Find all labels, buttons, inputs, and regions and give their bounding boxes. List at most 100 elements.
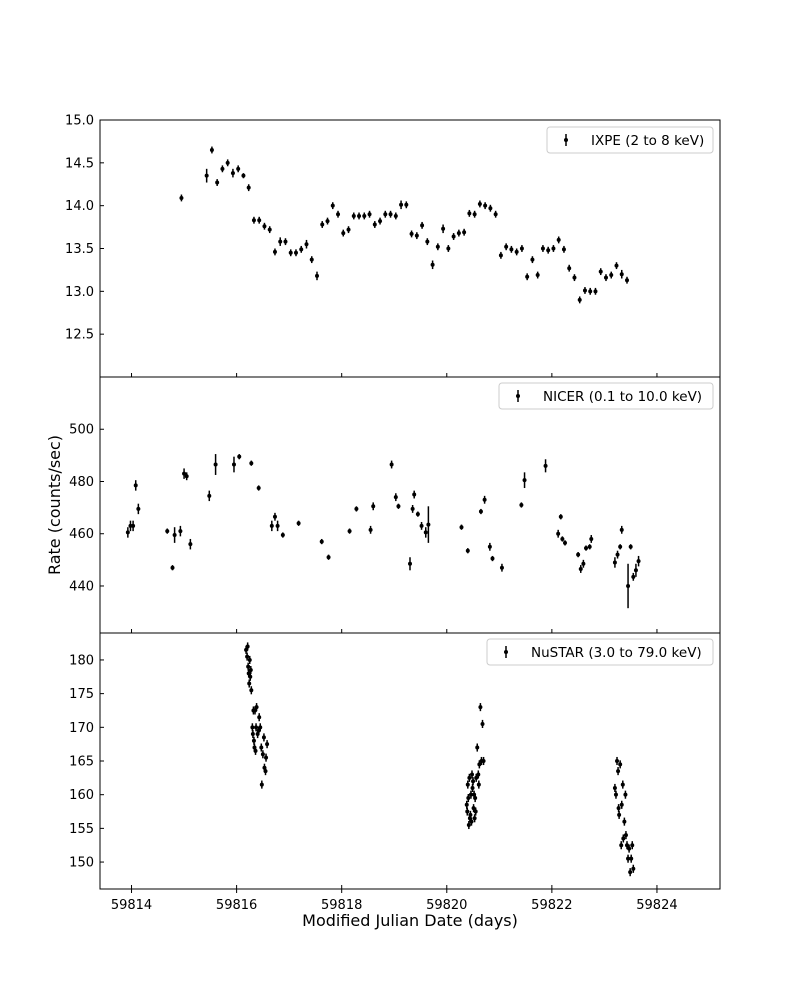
nicer-data-point (184, 474, 189, 479)
ixpe-data-point (215, 180, 220, 185)
ixpe-data-point (514, 249, 519, 254)
ixpe-data-point (498, 253, 503, 258)
nicer-data-point (628, 544, 633, 549)
nustar-data-point (254, 725, 259, 730)
nicer-data-point (543, 463, 548, 468)
y-axis-title: Rate (counts/sec) (45, 435, 64, 575)
nustar-data-point (617, 812, 622, 817)
nustar-data-point (247, 657, 252, 662)
nustar-data-point (259, 782, 264, 787)
nustar-data-point (250, 732, 255, 737)
nustar-data-point (471, 806, 476, 811)
ixpe-data-point (546, 248, 551, 253)
nustar-data-point (247, 681, 252, 686)
nustar-data-point (612, 785, 617, 790)
nicer-data-point (487, 544, 492, 549)
nicer-data-point (207, 493, 212, 498)
ixpe-data-point (399, 202, 404, 207)
ixpe-data-point (325, 219, 330, 224)
nicer-data-point (412, 492, 417, 497)
ixpe-legend-label: IXPE (2 to 8 keV) (591, 133, 704, 149)
ixpe-data-point (493, 212, 498, 217)
nicer-data-point (465, 548, 470, 553)
nustar-data-point (464, 802, 469, 807)
nustar-data-point (627, 846, 632, 851)
ixpe-data-point (257, 218, 262, 223)
nustar-data-point (616, 769, 621, 774)
nustar-data-point (477, 762, 482, 767)
ixpe-frame (99, 119, 721, 378)
nustar-legend-label: NuSTAR (3.0 to 79.0 keV) (531, 645, 702, 661)
nustar-data-point (470, 785, 475, 790)
ixpe-data-point (283, 239, 288, 244)
ixpe-data-point (567, 266, 572, 271)
ixpe-data-point (577, 297, 582, 302)
ixpe-data-point (246, 185, 251, 190)
nustar-frame (99, 632, 721, 890)
ixpe-data-point (598, 269, 603, 274)
nicer-data-point (615, 552, 620, 557)
nicer-data-point (423, 530, 428, 535)
nicer-data-point (396, 504, 401, 509)
ixpe-data-point (425, 239, 430, 244)
nustar-data-point (250, 725, 255, 730)
ixpe-data-point (588, 289, 593, 294)
nustar-data-point (249, 688, 254, 693)
nustar-data-point (631, 866, 636, 871)
ixpe-data-point (603, 275, 608, 280)
ixpe-data-point (393, 213, 398, 218)
nustar-data-point (257, 715, 262, 720)
x-tick-label: 59816 (216, 898, 257, 913)
nustar-data-point (263, 769, 268, 774)
nicer-data-point (578, 567, 583, 571)
nustar-data-point (481, 759, 486, 763)
ixpe-data-point (346, 227, 351, 232)
ixpe-y-tick-label: 15.0 (65, 114, 94, 129)
ixpe-data-point (540, 246, 545, 251)
nicer-data-point (560, 536, 565, 541)
ixpe-data-point (551, 246, 556, 251)
nustar-y-tick-label: 175 (69, 687, 94, 702)
nustar-data-point (246, 664, 251, 669)
ixpe-data-point (388, 212, 393, 217)
nustar-data-point (467, 775, 472, 780)
ixpe-data-point (272, 249, 277, 254)
x-tick-label: 59818 (321, 898, 362, 913)
nustar-data-point (615, 759, 620, 763)
nustar-data-point (472, 816, 477, 821)
ixpe-data-point (267, 227, 272, 232)
nicer-data-point (280, 533, 285, 538)
nicer-data-point (347, 529, 352, 534)
nustar-data-point (258, 725, 263, 730)
ixpe-data-point (362, 213, 367, 218)
nicer-data-point (415, 512, 420, 517)
nicer-data-point (125, 530, 130, 535)
nustar-data-point (626, 856, 631, 861)
nicer-data-point (478, 509, 483, 514)
ixpe-data-point (351, 213, 356, 218)
ixpe-data-point (582, 288, 587, 293)
ixpe-data-point (357, 213, 362, 218)
ixpe-data-point (320, 222, 325, 227)
nustar-data-point (476, 782, 481, 787)
nustar-y-tick-label: 180 (69, 653, 94, 668)
ixpe-data-point (251, 218, 256, 223)
ixpe-y-tick-label: 12.5 (65, 328, 94, 343)
ixpe-data-point (179, 195, 184, 200)
ixpe-data-point (367, 212, 372, 217)
nustar-data-point (480, 721, 485, 726)
nicer-data-point (584, 546, 589, 551)
nustar-data-point (469, 819, 474, 824)
nustar-y-tick-label: 150 (69, 856, 94, 871)
nustar-data-point (264, 755, 269, 760)
nicer-legend-label: NICER (0.1 to 10.0 keV) (543, 389, 702, 405)
x-tick-label: 59820 (426, 898, 467, 913)
x-axis-title: Modified Julian Date (days) (302, 911, 518, 930)
nicer-data-point (459, 525, 464, 530)
nustar-y-tick-label: 155 (69, 822, 94, 837)
nustar-data-point (622, 819, 627, 824)
ixpe-data-point (477, 201, 482, 206)
nicer-data-point (165, 529, 170, 534)
x-tick-label: 59814 (111, 898, 152, 913)
nicer-y-tick-label: 440 (69, 579, 94, 594)
